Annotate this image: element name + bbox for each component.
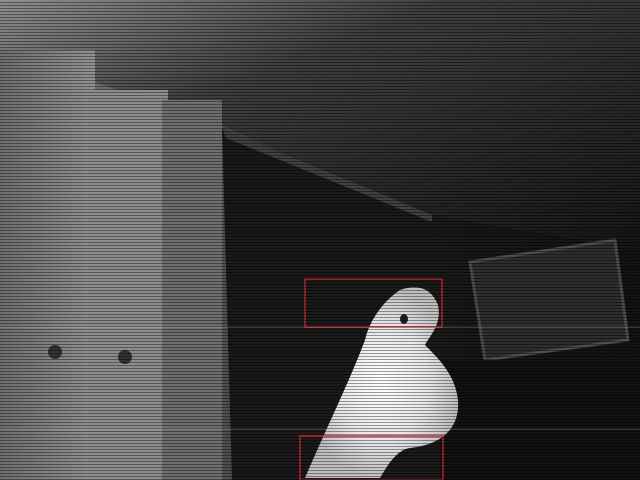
tracking-band-upper [0, 326, 640, 328]
tracking-band-lower [0, 428, 640, 430]
left-wall [0, 50, 95, 480]
door-knob-right [118, 350, 132, 364]
detection-box-lower [299, 435, 444, 480]
subject-dark-spot [400, 314, 408, 324]
door-panel [88, 90, 168, 480]
floor-right [440, 360, 640, 480]
cabinet-top-edge [222, 128, 432, 222]
door-edge [162, 100, 222, 480]
door-knob-left [48, 345, 62, 359]
wall-frame [468, 238, 630, 362]
detection-box-upper [304, 278, 443, 328]
ceiling [0, 0, 640, 250]
bright-subject [305, 287, 459, 478]
